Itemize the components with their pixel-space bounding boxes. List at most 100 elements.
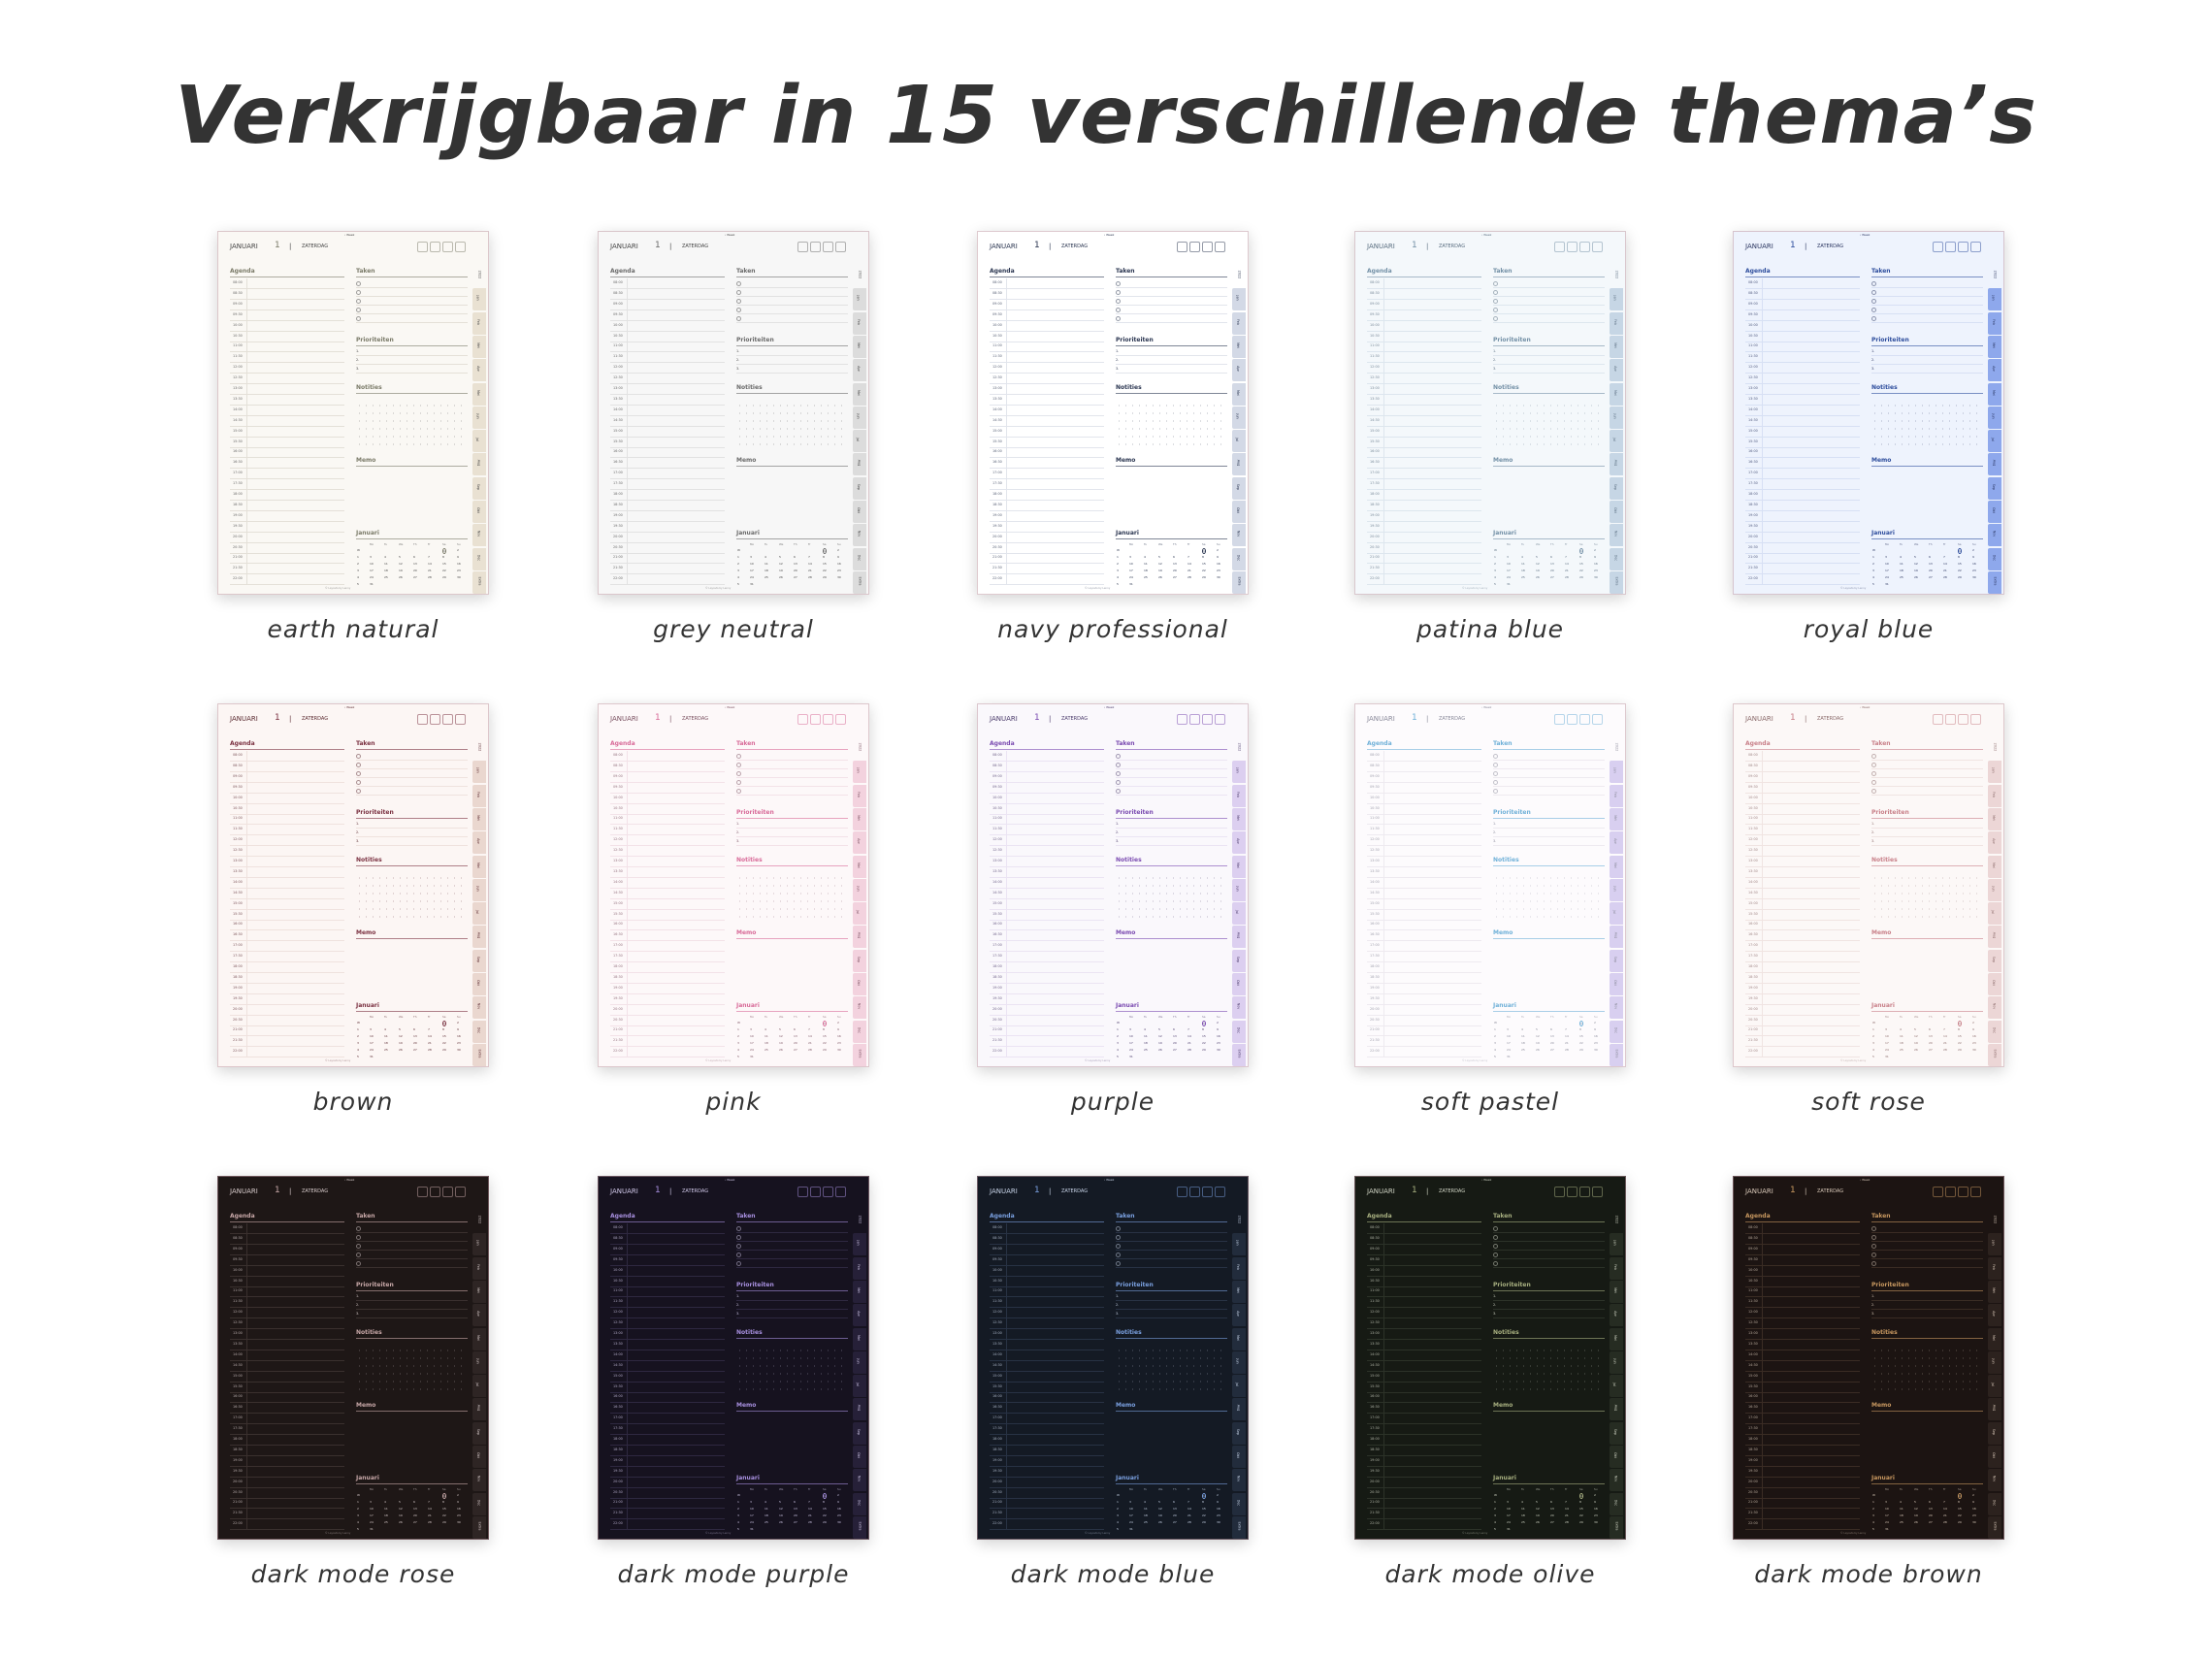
month-tab-nov[interactable]: Nov xyxy=(472,1469,486,1492)
month-tab-aug[interactable]: Aug xyxy=(1610,453,1623,476)
month-tab-sep[interactable]: Sep xyxy=(853,949,866,972)
month-tab-feb[interactable]: Feb xyxy=(472,311,486,335)
month-tab-jun[interactable]: Jun xyxy=(1610,878,1623,901)
month-tab-sep[interactable]: Sep xyxy=(1232,949,1246,972)
month-tab-apr[interactable]: Apr xyxy=(472,359,486,382)
month-tab-jul[interactable]: Jul xyxy=(1988,902,2001,926)
month-tab-jul[interactable]: Jul xyxy=(853,902,866,926)
month-tab-mrt[interactable]: Mrt xyxy=(1232,1280,1246,1303)
month-tab-dec[interactable]: Dec xyxy=(853,547,866,570)
month-tab-aug[interactable]: Aug xyxy=(1988,1398,2001,1421)
month-tab-jul[interactable]: Jul xyxy=(853,430,866,453)
month-tab-mei[interactable]: Mei xyxy=(1988,1327,2001,1350)
month-tab-mei[interactable]: Mei xyxy=(1232,1327,1246,1350)
month-tab-mrt[interactable]: Mrt xyxy=(1232,335,1246,358)
month-tab-mei[interactable]: Mei xyxy=(1232,382,1246,406)
month-tab-jul[interactable]: Jul xyxy=(1232,1375,1246,1398)
month-tab-mei[interactable]: Mei xyxy=(1988,382,2001,406)
month-tab-apr[interactable]: Apr xyxy=(1232,831,1246,855)
month-tab-sep[interactable]: Sep xyxy=(472,476,486,500)
month-tab-mrt[interactable]: Mrt xyxy=(853,1280,866,1303)
month-tab-dec[interactable]: Dec xyxy=(472,1020,486,1043)
month-tab-apr[interactable]: Apr xyxy=(1232,1304,1246,1327)
month-tab-nov[interactable]: Nov xyxy=(1988,996,2001,1020)
month-tab-dec[interactable]: Dec xyxy=(853,1020,866,1043)
month-tab-mei[interactable]: Mei xyxy=(853,382,866,406)
month-tab-extra[interactable]: Extra xyxy=(1610,1515,1623,1539)
month-tab-2022[interactable]: 2022 xyxy=(472,737,486,760)
month-tab-jun[interactable]: Jun xyxy=(472,878,486,901)
month-tab-jun[interactable]: Jun xyxy=(472,406,486,429)
month-tab-mei[interactable]: Mei xyxy=(1610,855,1623,878)
month-tab-mrt[interactable]: Mrt xyxy=(472,335,486,358)
month-tab-nov[interactable]: Nov xyxy=(1232,524,1246,547)
month-tab-okt[interactable]: Okt xyxy=(1610,501,1623,523)
month-tab-okt[interactable]: Okt xyxy=(1232,501,1246,523)
month-tab-okt[interactable]: Okt xyxy=(472,1446,486,1468)
month-tab-2022[interactable]: 2022 xyxy=(472,265,486,287)
month-tab-jul[interactable]: Jul xyxy=(1232,430,1246,453)
month-tab-dec[interactable]: Dec xyxy=(1988,547,2001,570)
month-tab-nov[interactable]: Nov xyxy=(1988,1469,2001,1492)
month-tab-sep[interactable]: Sep xyxy=(853,1421,866,1445)
month-tab-okt[interactable]: Okt xyxy=(1232,1446,1246,1468)
month-tab-dec[interactable]: Dec xyxy=(1232,547,1246,570)
month-tab-feb[interactable]: Feb xyxy=(1232,1256,1246,1280)
month-tab-nov[interactable]: Nov xyxy=(1610,996,1623,1020)
month-tab-aug[interactable]: Aug xyxy=(1610,926,1623,949)
month-tab-okt[interactable]: Okt xyxy=(1610,1446,1623,1468)
month-tab-feb[interactable]: Feb xyxy=(853,1256,866,1280)
month-tab-feb[interactable]: Feb xyxy=(1232,311,1246,335)
month-tab-extra[interactable]: Extra xyxy=(1988,1043,2001,1066)
month-tab-extra[interactable]: Extra xyxy=(853,1515,866,1539)
month-tab-okt[interactable]: Okt xyxy=(1988,1446,2001,1468)
month-tab-apr[interactable]: Apr xyxy=(1988,831,2001,855)
month-tab-extra[interactable]: Extra xyxy=(1610,570,1623,594)
month-tab-feb[interactable]: Feb xyxy=(472,784,486,807)
month-tab-jan[interactable]: Jan xyxy=(853,288,866,311)
month-tab-extra[interactable]: Extra xyxy=(472,570,486,594)
month-tab-okt[interactable]: Okt xyxy=(853,1446,866,1468)
month-tab-jul[interactable]: Jul xyxy=(853,1375,866,1398)
month-tab-apr[interactable]: Apr xyxy=(853,831,866,855)
month-tab-mrt[interactable]: Mrt xyxy=(1610,807,1623,830)
month-tab-sep[interactable]: Sep xyxy=(1988,1421,2001,1445)
month-tab-aug[interactable]: Aug xyxy=(853,1398,866,1421)
month-tab-feb[interactable]: Feb xyxy=(472,1256,486,1280)
month-tab-nov[interactable]: Nov xyxy=(853,996,866,1020)
month-tab-apr[interactable]: Apr xyxy=(472,1304,486,1327)
month-tab-2022[interactable]: 2022 xyxy=(1610,737,1623,760)
month-tab-mei[interactable]: Mei xyxy=(1610,1327,1623,1350)
month-tab-sep[interactable]: Sep xyxy=(472,949,486,972)
month-tab-nov[interactable]: Nov xyxy=(853,524,866,547)
month-tab-mei[interactable]: Mei xyxy=(472,855,486,878)
month-tab-extra[interactable]: Extra xyxy=(853,570,866,594)
month-tab-sep[interactable]: Sep xyxy=(1988,949,2001,972)
month-tab-nov[interactable]: Nov xyxy=(1610,1469,1623,1492)
month-tab-jan[interactable]: Jan xyxy=(1988,1233,2001,1256)
month-tab-aug[interactable]: Aug xyxy=(1232,926,1246,949)
month-tab-jul[interactable]: Jul xyxy=(1610,1375,1623,1398)
month-tab-jul[interactable]: Jul xyxy=(1988,430,2001,453)
month-tab-feb[interactable]: Feb xyxy=(1988,784,2001,807)
month-tab-jun[interactable]: Jun xyxy=(1232,406,1246,429)
month-tab-apr[interactable]: Apr xyxy=(853,359,866,382)
month-tab-2022[interactable]: 2022 xyxy=(853,737,866,760)
month-tab-sep[interactable]: Sep xyxy=(1610,476,1623,500)
month-tab-dec[interactable]: Dec xyxy=(1988,1492,2001,1515)
month-tab-nov[interactable]: Nov xyxy=(1610,524,1623,547)
month-tab-mrt[interactable]: Mrt xyxy=(1988,1280,2001,1303)
month-tab-2022[interactable]: 2022 xyxy=(1988,1210,2001,1232)
month-tab-apr[interactable]: Apr xyxy=(472,831,486,855)
month-tab-jun[interactable]: Jun xyxy=(853,406,866,429)
month-tab-aug[interactable]: Aug xyxy=(1988,453,2001,476)
month-tab-jul[interactable]: Jul xyxy=(472,1375,486,1398)
month-tab-feb[interactable]: Feb xyxy=(853,784,866,807)
month-tab-sep[interactable]: Sep xyxy=(1232,476,1246,500)
month-tab-aug[interactable]: Aug xyxy=(1610,1398,1623,1421)
month-tab-jan[interactable]: Jan xyxy=(1232,761,1246,784)
month-tab-mrt[interactable]: Mrt xyxy=(472,807,486,830)
month-tab-2022[interactable]: 2022 xyxy=(1232,1210,1246,1232)
month-tab-okt[interactable]: Okt xyxy=(1988,973,2001,995)
month-tab-jul[interactable]: Jul xyxy=(472,902,486,926)
